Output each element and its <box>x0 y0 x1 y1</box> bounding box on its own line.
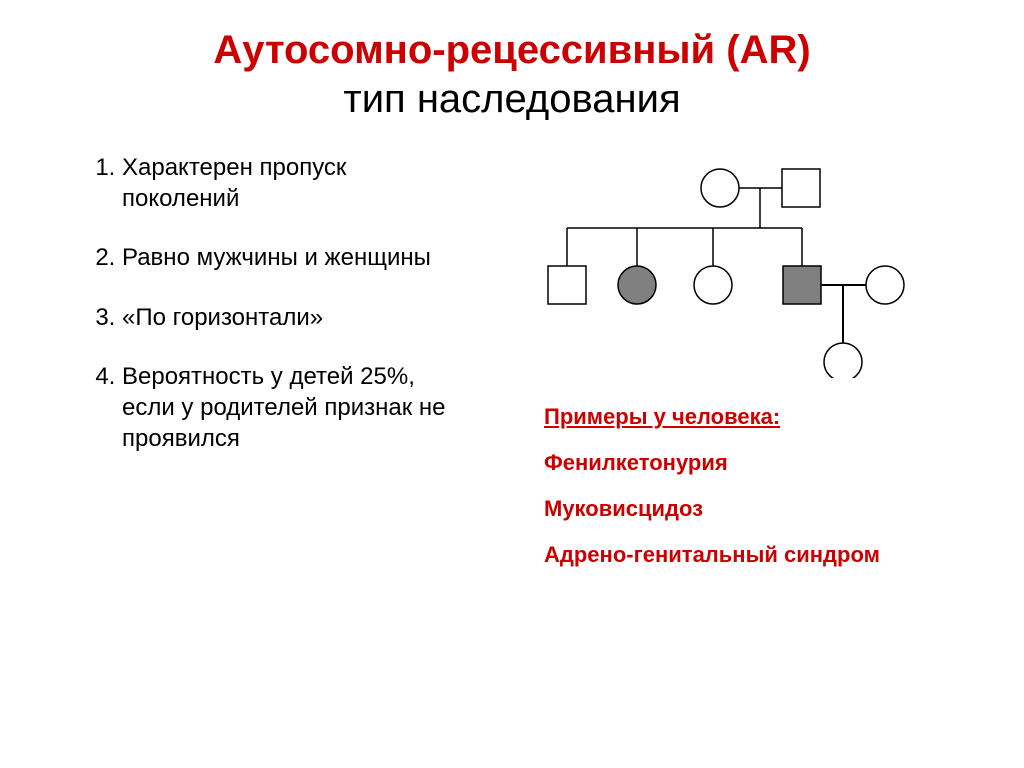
example-item: Муковисцидоз <box>544 496 950 522</box>
example-item: Адрено-генитальный синдром <box>544 542 950 568</box>
list-item: Характерен пропуск поколений <box>122 152 460 214</box>
list-item: Вероятность у детей 25%, если у родителе… <box>122 361 460 455</box>
characteristics-list: Характерен пропуск поколений Равно мужчи… <box>90 152 460 454</box>
title-line2: тип наследования <box>0 77 1024 122</box>
examples-block: Примеры у человека: Фенилкетонурия Муков… <box>544 404 950 568</box>
pedigree-svg <box>520 158 950 378</box>
list-item: «По горизонтали» <box>122 302 460 333</box>
title-line1: Аутосомно-рецессивный (AR) <box>0 28 1024 73</box>
left-column: Характерен пропуск поколений Равно мужчи… <box>0 152 480 588</box>
slide-title: Аутосомно-рецессивный (AR) тип наследова… <box>0 0 1024 122</box>
examples-header: Примеры у человека: <box>544 404 950 430</box>
pedigree-diagram <box>520 158 950 378</box>
list-item: Равно мужчины и женщины <box>122 242 460 273</box>
slide-body: Характерен пропуск поколений Равно мужчи… <box>0 122 1024 588</box>
example-item: Фенилкетонурия <box>544 450 950 476</box>
right-column: Примеры у человека: Фенилкетонурия Муков… <box>480 152 1000 588</box>
slide: Аутосомно-рецессивный (AR) тип наследова… <box>0 0 1024 768</box>
